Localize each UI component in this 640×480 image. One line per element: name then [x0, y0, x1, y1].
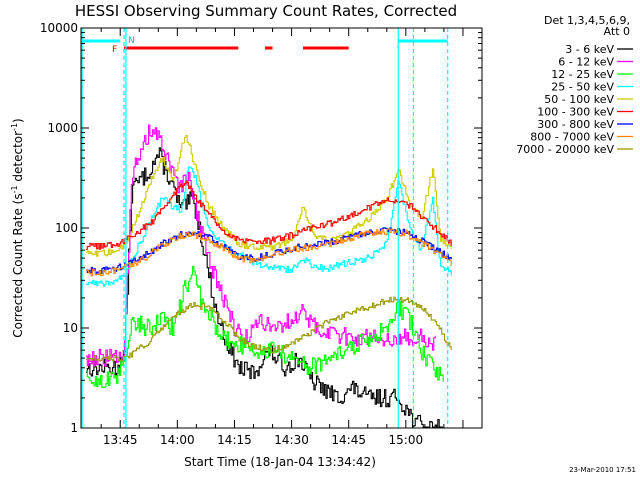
- x-tick-label: 14:00: [160, 433, 195, 447]
- series-line: [86, 227, 452, 275]
- series-line: [86, 134, 452, 257]
- legend-label: 7000 - 20000 keV: [516, 143, 614, 156]
- series-layer: [86, 124, 452, 428]
- legend-label: 800 - 7000 keV: [530, 131, 614, 144]
- night-flag-label: N: [128, 36, 135, 46]
- series-line: [86, 228, 452, 277]
- series-line: [86, 296, 452, 362]
- y-tick-label: 100: [55, 221, 78, 235]
- series-line: [86, 265, 444, 389]
- legend-label: 3 - 6 keV: [565, 43, 614, 56]
- legend-header: Att 0: [604, 25, 630, 38]
- legend-header: Det 1,3,4,5,6,9,: [544, 14, 630, 27]
- legend-label: 6 - 12 keV: [558, 56, 614, 69]
- timestamp: 23-Mar-2010 17:51: [569, 466, 636, 474]
- x-axis-label: Start Time (18-Jan-04 13:34:42): [184, 455, 376, 469]
- vertical-lines-layer: [81, 28, 449, 428]
- series-line: [86, 180, 452, 250]
- legend-label: 50 - 100 keV: [544, 93, 614, 106]
- y-tick-label: 1: [70, 421, 78, 435]
- flag-layer: FN: [82, 36, 448, 55]
- series-line: [86, 147, 444, 428]
- y-tick-label: 10000: [40, 21, 78, 35]
- x-axis-ticks: 13:45 14:00 14:15 14:30 14:45 15:00: [100, 28, 483, 447]
- x-tick-label: 14:30: [274, 433, 309, 447]
- legend-label: 25 - 50 keV: [551, 81, 614, 94]
- legend-label: 300 - 800 keV: [537, 118, 614, 131]
- x-tick-label: 14:45: [331, 433, 366, 447]
- y-tick-label: 10: [63, 321, 78, 335]
- x-tick-label: 15:00: [389, 433, 424, 447]
- y-axis-label: Corrected Count Rate (s-1 detector-1): [10, 118, 25, 337]
- legend-label: 100 - 300 keV: [537, 106, 614, 119]
- y-axis-ticks: 1 10 100 1000 10000: [40, 21, 482, 435]
- y-tick-label: 1000: [47, 121, 78, 135]
- flare-flag-label: F: [112, 45, 117, 55]
- chart-title: HESSI Observing Summary Count Rates, Cor…: [75, 2, 457, 20]
- x-tick-label: 14:15: [217, 433, 252, 447]
- x-tick-label: 13:45: [103, 433, 138, 447]
- series-line: [86, 166, 452, 287]
- legend-label: 12 - 25 keV: [551, 68, 614, 81]
